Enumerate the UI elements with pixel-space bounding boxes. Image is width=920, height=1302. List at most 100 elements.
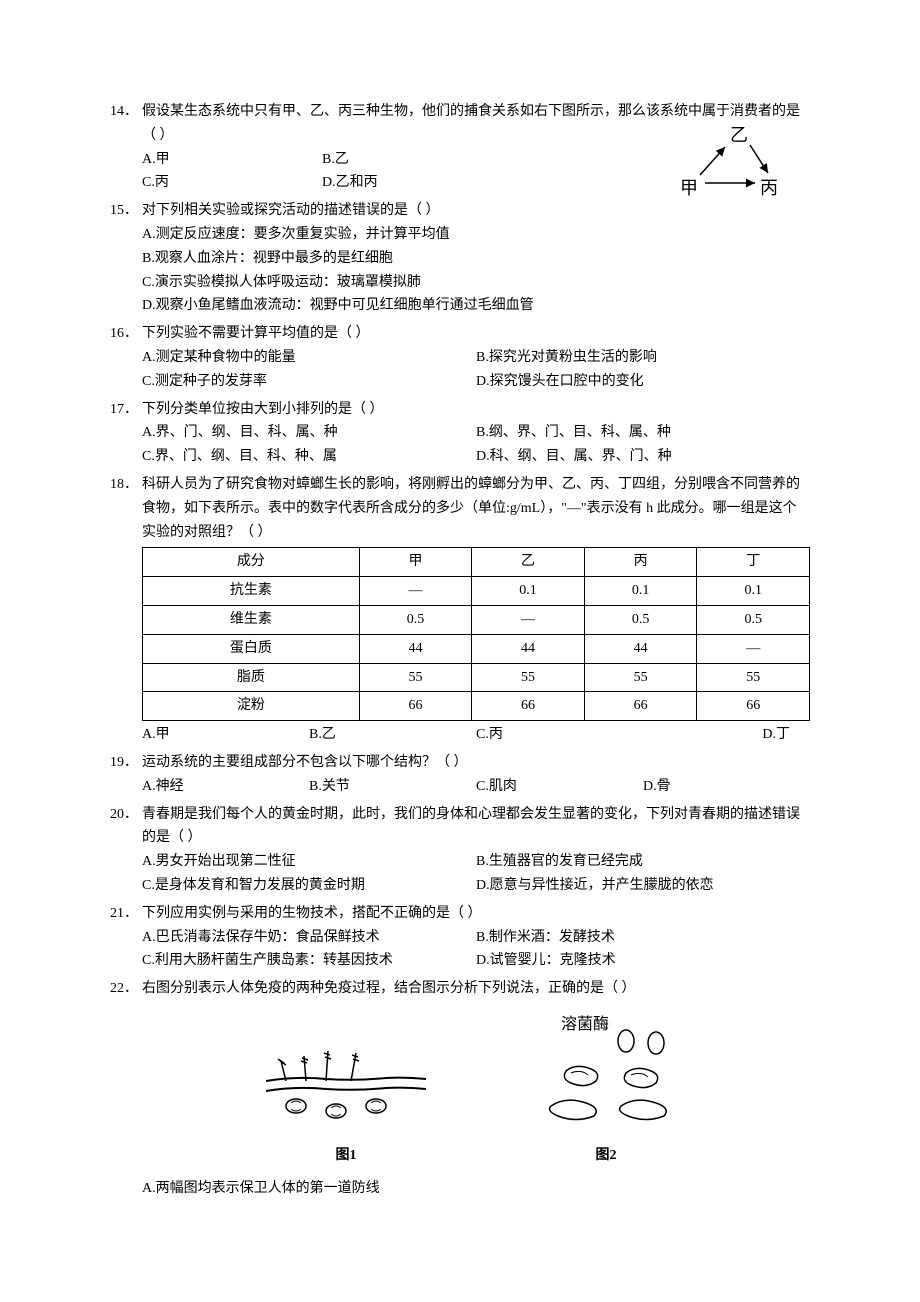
q16-text: 下列实验不需要计算平均值的是（ ）	[142, 322, 810, 346]
table-header-cell: 乙	[472, 548, 585, 577]
table-cell: 44	[472, 634, 585, 663]
q15-text: 对下列相关实验或探究活动的描述错误的是（ ）	[142, 199, 810, 223]
q16-option-b: B.探究光对黄粉虫生活的影响	[476, 346, 810, 370]
table-row: 抗生素 — 0.1 0.1 0.1	[143, 577, 810, 606]
q19-option-a: A.神经	[142, 775, 309, 799]
question-20: 20． 青春期是我们每个人的黄金时期，此时，我们的身体和心理都会发生显著的变化，…	[110, 803, 810, 898]
table-cell: 脂质	[143, 663, 360, 692]
q18-option-c: C.丙	[476, 723, 643, 747]
q14-option-a: A.甲	[142, 148, 322, 172]
q17-option-d: D.科、纲、目、属、界、门、种	[476, 445, 810, 469]
table-cell: 55	[472, 663, 585, 692]
table-cell: 66	[584, 692, 697, 721]
table-cell: 66	[472, 692, 585, 721]
table-cell: 44	[359, 634, 472, 663]
question-22: 22． 右图分别表示人体免疫的两种免疫过程，结合图示分析下列说法，正确的是（ ）…	[110, 977, 810, 1201]
q16-option-c: C.测定种子的发芽率	[142, 370, 476, 394]
q20-option-c: C.是身体发育和智力发展的黄金时期	[142, 874, 476, 898]
q22-figures-container: 图1 溶菌酶 图2	[110, 1011, 810, 1168]
q18-option-b: B.乙	[309, 723, 476, 747]
food-chain-arrows	[680, 125, 790, 200]
q22-figure-2: 溶菌酶 图2	[516, 1011, 696, 1168]
q18-option-d: D.丁	[643, 723, 810, 747]
table-header-cell: 丙	[584, 548, 697, 577]
table-cell: 0.5	[584, 605, 697, 634]
q18-text: 科研人员为了研究食物对蟑螂生长的影响，将刚孵出的蟑螂分为甲、乙、丙、丁四组，分别…	[142, 473, 810, 544]
immune-diagram-2-icon: 溶菌酶	[516, 1011, 696, 1131]
q19-option-b: B.关节	[309, 775, 476, 799]
q18-option-a: A.甲	[142, 723, 309, 747]
figure-2-label: 图2	[516, 1144, 696, 1168]
table-cell: 0.5	[359, 605, 472, 634]
table-cell: 淀粉	[143, 692, 360, 721]
table-cell: 维生素	[143, 605, 360, 634]
table-cell: 抗生素	[143, 577, 360, 606]
q22-number: 22．	[110, 977, 142, 1001]
question-18: 18． 科研人员为了研究食物对蟑螂生长的影响，将刚孵出的蟑螂分为甲、乙、丙、丁四…	[110, 473, 810, 747]
question-16: 16． 下列实验不需要计算平均值的是（ ） A.测定某种食物中的能量 B.探究光…	[110, 322, 810, 393]
q21-option-b: B.制作米酒：发酵技术	[476, 926, 810, 950]
table-cell: 0.1	[472, 577, 585, 606]
q21-option-d: D.试管婴儿：克隆技术	[476, 949, 810, 973]
question-15: 15． 对下列相关实验或探究活动的描述错误的是（ ） A.测定反应速度：要多次重…	[110, 199, 810, 318]
q21-option-c: C.利用大肠杆菌生产胰岛素：转基因技术	[142, 949, 476, 973]
q20-option-b: B.生殖器官的发育已经完成	[476, 850, 810, 874]
immune-diagram-1-icon	[256, 1011, 436, 1131]
q15-option-a: A.测定反应速度：要多次重复实验，并计算平均值	[142, 223, 810, 247]
table-header-cell: 丁	[697, 548, 810, 577]
q14-number: 14．	[110, 100, 142, 148]
table-cell: 66	[697, 692, 810, 721]
q19-text: 运动系统的主要组成部分不包含以下哪个结构？（ ）	[142, 751, 810, 775]
q20-option-d: D.愿意与异性接近，并产生朦胧的依恋	[476, 874, 810, 898]
q20-text: 青春期是我们每个人的黄金时期，此时，我们的身体和心理都会发生显著的变化，下列对青…	[142, 803, 810, 851]
table-cell: —	[359, 577, 472, 606]
table-cell: —	[697, 634, 810, 663]
table-cell: 55	[359, 663, 472, 692]
table-cell: —	[472, 605, 585, 634]
table-cell: 44	[584, 634, 697, 663]
table-cell: 66	[359, 692, 472, 721]
q15-option-c: C.演示实验模拟人体呼吸运动：玻璃罩模拟肺	[142, 271, 810, 295]
q21-number: 21．	[110, 902, 142, 926]
question-17: 17． 下列分类单位按由大到小排列的是（ ） A.界、门、纲、目、科、属、种 B…	[110, 398, 810, 469]
q19-option-d: D.骨	[643, 775, 810, 799]
question-21: 21． 下列应用实例与采用的生物技术，搭配不正确的是（ ） A.巴氏消毒法保存牛…	[110, 902, 810, 973]
q14-option-c: C.丙	[142, 171, 322, 195]
q17-option-c: C.界、门、纲、目、科、种、属	[142, 445, 476, 469]
table-row: 蛋白质 44 44 44 —	[143, 634, 810, 663]
table-cell: 0.5	[697, 605, 810, 634]
q16-number: 16．	[110, 322, 142, 346]
q19-number: 19．	[110, 751, 142, 775]
q20-number: 20．	[110, 803, 142, 851]
question-14: 14． 假设某生态系统中只有甲、乙、丙三种生物，他们的捕食关系如右下图所示，那么…	[110, 100, 810, 195]
table-row: 淀粉 66 66 66 66	[143, 692, 810, 721]
q15-option-d: D.观察小鱼尾鳍血液流动：视野中可见红细胞单行通过毛细血管	[142, 294, 810, 318]
figure-1-label: 图1	[256, 1144, 436, 1168]
table-row: 维生素 0.5 — 0.5 0.5	[143, 605, 810, 634]
table-header-row: 成分 甲 乙 丙 丁	[143, 548, 810, 577]
table-row: 脂质 55 55 55 55	[143, 663, 810, 692]
q22-text: 右图分别表示人体免疫的两种免疫过程，结合图示分析下列说法，正确的是（ ）	[142, 977, 810, 1001]
q21-option-a: A.巴氏消毒法保存牛奶：食品保鲜技术	[142, 926, 476, 950]
q16-option-a: A.测定某种食物中的能量	[142, 346, 476, 370]
table-header-cell: 甲	[359, 548, 472, 577]
q17-option-b: B.纲、界、门、目、科、属、种	[476, 421, 810, 445]
table-cell: 55	[584, 663, 697, 692]
q14-food-chain-diagram: 乙 甲 丙	[680, 125, 790, 200]
lysozyme-label: 溶菌酶	[561, 1015, 609, 1033]
q18-data-table: 成分 甲 乙 丙 丁 抗生素 — 0.1 0.1 0.1 维生素 0.5 — 0…	[142, 547, 810, 721]
q17-number: 17．	[110, 398, 142, 422]
q15-option-b: B.观察人血涂片：视野中最多的是红细胞	[142, 247, 810, 271]
question-19: 19． 运动系统的主要组成部分不包含以下哪个结构？（ ） A.神经 B.关节 C…	[110, 751, 810, 799]
q22-figure-1: 图1	[256, 1011, 436, 1168]
q21-text: 下列应用实例与采用的生物技术，搭配不正确的是（ ）	[142, 902, 810, 926]
table-header-cell: 成分	[143, 548, 360, 577]
q16-option-d: D.探究馒头在口腔中的变化	[476, 370, 810, 394]
table-cell: 蛋白质	[143, 634, 360, 663]
q20-option-a: A.男女开始出现第二性征	[142, 850, 476, 874]
q15-number: 15．	[110, 199, 142, 223]
table-cell: 0.1	[584, 577, 697, 606]
table-cell: 0.1	[697, 577, 810, 606]
q22-option-a: A.两幅图均表示保卫人体的第一道防线	[142, 1177, 810, 1201]
table-cell: 55	[697, 663, 810, 692]
